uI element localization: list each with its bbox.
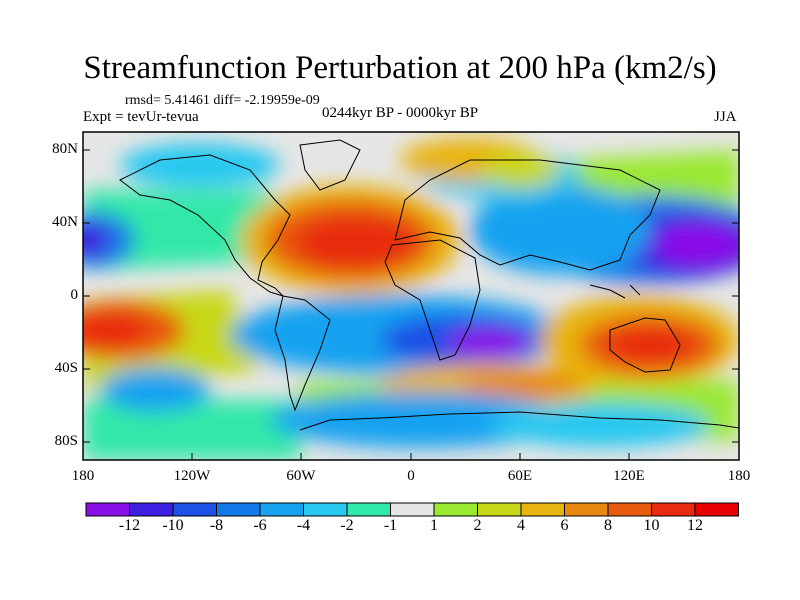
colorbar-label: -10 xyxy=(162,517,184,534)
colorbar-cell xyxy=(129,502,174,517)
colorbar-label: -1 xyxy=(383,517,398,534)
x-tick-label: 120E xyxy=(613,468,645,484)
y-tick-label: 0 xyxy=(70,287,79,303)
colorbar-label: 4 xyxy=(517,517,525,534)
colorbar-label: -6 xyxy=(253,517,267,534)
axis-ticks xyxy=(82,149,740,460)
colorbar-label: -8 xyxy=(209,517,224,534)
colorbar-label: 6 xyxy=(560,517,569,534)
stats-line: rmsd= 5.41461 diff= -2.19959e-09 xyxy=(125,93,320,108)
colorbar-cell xyxy=(303,502,348,517)
colorbar xyxy=(85,502,739,517)
map-field xyxy=(83,132,739,460)
x-tick-label: 60W xyxy=(286,468,316,484)
x-tick-label: 180 xyxy=(727,468,751,484)
colorbar-cell xyxy=(216,502,261,517)
colorbar-cell xyxy=(651,502,696,517)
colorbar-label: 8 xyxy=(604,517,612,534)
colorbar-label: 12 xyxy=(687,517,703,534)
colorbar-cell xyxy=(607,502,652,517)
experiment-label: Expt = tevUr-tevua xyxy=(83,109,199,125)
x-tick-label: 0 xyxy=(407,468,415,484)
colorbar-cell xyxy=(172,502,217,517)
colorbar-label: 2 xyxy=(473,517,482,534)
colorbar-cell xyxy=(694,502,739,517)
x-tick-label: 180 xyxy=(71,468,95,484)
x-tick-label: 60E xyxy=(507,468,533,484)
y-tick-label: 40N xyxy=(52,214,78,230)
y-tick-label: 80S xyxy=(54,433,78,449)
colorbar-label: -2 xyxy=(340,517,354,534)
colorbar-cell xyxy=(390,502,435,517)
colorbar-cell xyxy=(85,502,130,517)
colorbar-cell xyxy=(346,502,391,517)
colorbar-cell xyxy=(564,502,609,517)
period-label: 0244kyr BP - 0000kyr BP xyxy=(322,105,479,121)
colorbar-label: 10 xyxy=(643,517,660,534)
colorbar-cell xyxy=(433,502,478,517)
colorbar-cell xyxy=(520,502,565,517)
field-blobs xyxy=(83,138,739,460)
figure-title: Streamfunction Perturbation at 200 hPa (… xyxy=(83,50,717,86)
y-tick-label: 40S xyxy=(54,360,78,376)
colorbar-cell xyxy=(477,502,522,517)
colorbar-label: -4 xyxy=(296,517,311,534)
season-label: JJA xyxy=(714,109,737,125)
coastlines xyxy=(119,139,739,431)
colorbar-label: -12 xyxy=(118,517,141,534)
x-tick-label: 120W xyxy=(173,468,211,484)
colorbar-cell xyxy=(259,502,304,517)
y-tick-label: 80N xyxy=(52,141,78,157)
colorbar-label: 1 xyxy=(430,517,438,534)
